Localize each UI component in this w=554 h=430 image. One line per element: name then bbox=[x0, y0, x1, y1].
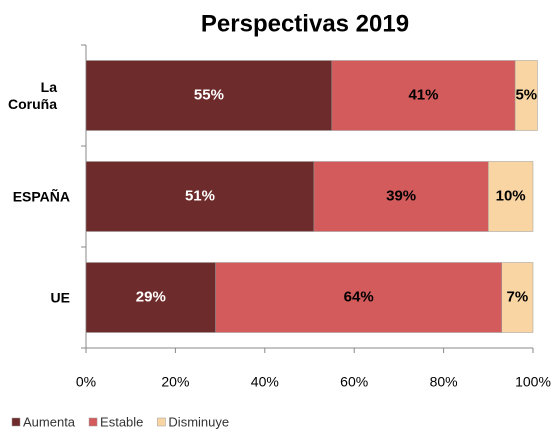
legend-swatch bbox=[88, 417, 98, 427]
data-label: 29% bbox=[136, 288, 166, 305]
x-tick-label: 0% bbox=[76, 374, 96, 390]
bar-segment bbox=[215, 262, 502, 333]
bar-segment bbox=[501, 262, 534, 333]
data-label: 41% bbox=[408, 86, 438, 103]
data-label: 7% bbox=[507, 288, 529, 305]
bar-segment bbox=[313, 161, 489, 232]
y-tick-label: La Coruña bbox=[8, 78, 57, 112]
data-label: 64% bbox=[344, 288, 374, 305]
y-tick-label: UE bbox=[50, 289, 70, 305]
x-tick-label: 80% bbox=[430, 374, 458, 390]
legend-label: Aumenta bbox=[23, 414, 76, 429]
bar-segment bbox=[85, 60, 333, 131]
legend-label: Disminuye bbox=[168, 414, 229, 429]
x-tick-label: 60% bbox=[340, 374, 368, 390]
legend-swatch bbox=[157, 417, 166, 427]
data-label: 55% bbox=[194, 86, 224, 103]
data-label: 51% bbox=[185, 187, 215, 204]
bar-segment bbox=[85, 262, 216, 333]
bar-segment bbox=[514, 60, 538, 131]
chart-title: Perspectivas 2019 bbox=[201, 10, 409, 37]
data-label: 39% bbox=[386, 187, 416, 204]
bar-segment bbox=[488, 161, 534, 232]
bar-segment bbox=[85, 161, 315, 232]
x-tick-label: 20% bbox=[161, 374, 189, 390]
data-label: 10% bbox=[496, 187, 526, 204]
legend-label: Estable bbox=[100, 414, 143, 429]
y-tick-label: ESPAÑA bbox=[12, 188, 70, 204]
bar-segment bbox=[331, 60, 516, 131]
x-tick-label: 100% bbox=[515, 374, 551, 390]
data-label: 5% bbox=[515, 86, 537, 103]
x-tick-label: 40% bbox=[251, 374, 279, 390]
legend-swatch bbox=[11, 417, 21, 427]
